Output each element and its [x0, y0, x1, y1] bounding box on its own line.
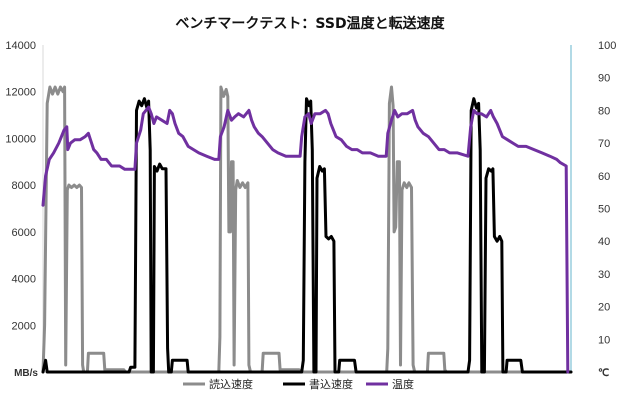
right-tick-label: 100	[598, 40, 616, 52]
series-line-3	[41, 105, 570, 374]
left-tick-label: 14000	[5, 40, 36, 52]
chart-series	[41, 85, 573, 374]
right-axis-unit: ℃	[598, 368, 609, 379]
right-axis-ticks: 10 20 30 40 50 60 70 80 90 100	[598, 40, 616, 346]
series-line-1	[41, 85, 573, 374]
left-axis-unit: MB/s	[14, 368, 38, 379]
legend-label: 読込速度	[209, 377, 253, 391]
chart-legend: 読込速度 書込速度 温度	[183, 377, 414, 391]
right-tick-label: 10	[598, 334, 610, 346]
left-axis-ticks: 2000 4000 6000 8000 10000 12000 14000	[5, 40, 36, 332]
right-tick-label: 60	[598, 171, 610, 183]
chart-axes	[42, 45, 572, 373]
legend-label: 温度	[392, 377, 414, 391]
left-tick-label: 6000	[12, 227, 36, 239]
left-tick-label: 8000	[12, 180, 36, 192]
right-tick-label: 30	[598, 269, 610, 281]
left-tick-label: 12000	[5, 87, 36, 99]
right-tick-label: 40	[598, 236, 610, 248]
chart-title: ベンチマークテスト：SSD温度と転送速度	[175, 15, 445, 32]
right-tick-label: 70	[598, 138, 610, 150]
right-tick-label: 20	[598, 302, 610, 314]
legend-label: 書込速度	[309, 377, 353, 391]
left-tick-label: 2000	[12, 320, 36, 332]
left-tick-label: 4000	[12, 274, 36, 286]
right-tick-label: 80	[598, 105, 610, 117]
right-tick-label: 50	[598, 204, 610, 216]
right-tick-label: 90	[598, 73, 610, 85]
left-tick-label: 10000	[5, 133, 36, 145]
series-line-2	[41, 97, 573, 374]
